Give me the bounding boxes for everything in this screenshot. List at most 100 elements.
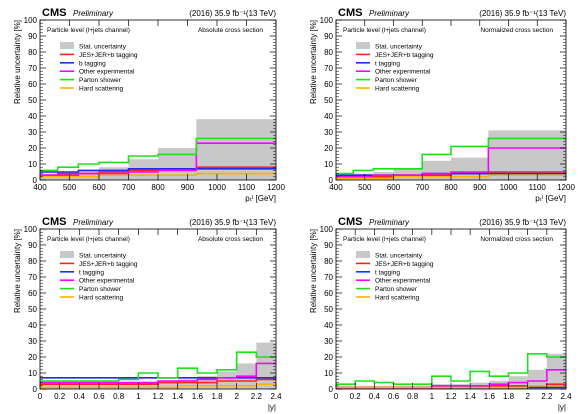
x-tick-label: 1.8 <box>503 392 515 401</box>
x-tick-label: 700 <box>416 183 430 192</box>
x-tick-label: 400 <box>33 183 47 192</box>
x-tick-label: 0.4 <box>74 392 86 401</box>
y-tick-label: 40 <box>324 321 333 330</box>
x-tick-label: 1.6 <box>192 392 204 401</box>
stat-bar <box>158 381 178 389</box>
y-tick-label: 10 <box>324 160 333 169</box>
x-tick-label: 2.4 <box>270 392 282 401</box>
y-tick-label: 30 <box>28 128 37 137</box>
x-tick-label: 2.2 <box>541 392 553 401</box>
y-tick-label: 0 <box>33 385 38 394</box>
series-line-ps <box>336 353 566 385</box>
legend-entry: t tagging <box>375 60 400 67</box>
x-tick-label: 1 <box>430 392 435 401</box>
legend-swatch-stat <box>60 42 74 49</box>
legend-entry: t tagging <box>375 269 400 276</box>
panel-4: 0 10 20 30 40 50 60 70 80 90 100 0 0.2 0.4 0.6 0.8 1 1.2 1… <box>309 216 572 412</box>
x-tick-label: 1000 <box>208 183 226 192</box>
series-line-hard <box>40 172 276 178</box>
x-axis-label: pₜˡ [GeV] <box>535 194 566 203</box>
series-line-other <box>40 362 276 384</box>
channel-label: Particle level (l+jets channel) <box>343 236 426 243</box>
series-line-hard <box>336 174 566 180</box>
x-tick-label: 1.4 <box>465 392 477 401</box>
y-tick-label: 30 <box>324 337 333 346</box>
y-tick-label: 80 <box>28 257 37 266</box>
x-tick-label: 2 <box>234 392 239 401</box>
y-tick-label: 60 <box>28 289 37 298</box>
panel-1: 0 10 20 30 40 50 60 70 80 90 100 400 500 600 700 800 900… <box>13 7 285 203</box>
plot-frame <box>335 228 567 390</box>
legend-entry: JES+JER+b tagging <box>79 52 138 59</box>
preliminary-label: Preliminary <box>369 218 410 227</box>
x-tick-label: 500 <box>63 183 77 192</box>
series-line-btag <box>40 168 276 173</box>
x-tick-label: 600 <box>92 183 106 192</box>
y-tick-label: 30 <box>28 337 37 346</box>
x-tick-label: 1.6 <box>484 392 496 401</box>
legend-entry: Parton shower <box>375 77 418 84</box>
x-tick-label: 1.8 <box>211 392 223 401</box>
luminosity-label: (2016) 35.9 fb⁻¹(13 TeV) <box>189 218 276 227</box>
y-tick-label: 50 <box>28 305 37 314</box>
legend-entry: Hard scattering <box>375 295 419 302</box>
cross-section-label: Absolute cross section <box>198 27 263 34</box>
legend-entry: Stat. uncertainty <box>375 253 423 260</box>
y-tick-label: 40 <box>324 112 333 121</box>
y-tick-label: 20 <box>28 144 37 153</box>
luminosity-label: (2016) 35.9 fb⁻¹(13 TeV) <box>479 9 566 18</box>
y-axis-label: Relative uncertainty [%] <box>309 229 318 313</box>
y-tick-label: 0 <box>329 176 334 185</box>
x-axis-label: |y| <box>558 403 566 412</box>
y-tick-label: 100 <box>320 225 334 234</box>
legend-entry: Other experimental <box>79 278 135 285</box>
legend-entry: JES+JER+b tagging <box>79 261 138 268</box>
x-tick-label: 1100 <box>529 183 547 192</box>
x-tick-label: 2.2 <box>251 392 263 401</box>
series-line-other <box>40 142 276 176</box>
y-tick-label: 10 <box>324 369 333 378</box>
luminosity-label: (2016) 35.9 fb⁻¹(13 TeV) <box>479 218 566 227</box>
y-tick-label: 90 <box>324 241 333 250</box>
stat-bar <box>256 342 276 389</box>
legend-entry: Hard scattering <box>375 86 419 93</box>
y-tick-label: 10 <box>28 160 37 169</box>
y-tick-label: 90 <box>324 32 333 41</box>
cross-section-label: Normalized cross section <box>480 27 553 34</box>
preliminary-label: Preliminary <box>73 218 114 227</box>
panel-3: 0 10 20 30 40 50 60 70 80 90 100 0 0.2 0.4 0.6 0.8 1 1.2 1… <box>13 216 282 412</box>
legend-entry: Hard scattering <box>79 86 123 93</box>
cross-section-label: Absolute cross section <box>198 236 263 243</box>
x-tick-label: 1.2 <box>152 392 164 401</box>
y-axis-label: Relative uncertainty [%] <box>13 20 22 104</box>
legend-entry: Stat. uncertainty <box>375 44 423 51</box>
x-tick-label: 1100 <box>238 183 256 192</box>
y-tick-label: 60 <box>324 80 333 89</box>
y-tick-label: 70 <box>324 273 333 282</box>
series-line-jes <box>40 378 276 385</box>
x-tick-label: 1 <box>136 392 141 401</box>
x-axis-label: |y| <box>268 403 276 412</box>
y-tick-label: 10 <box>28 369 37 378</box>
y-tick-label: 50 <box>28 96 37 105</box>
channel-label: Particle level (l+jets channel) <box>47 236 130 243</box>
y-tick-label: 20 <box>324 353 333 362</box>
x-tick-label: 800 <box>151 183 165 192</box>
y-tick-label: 0 <box>329 385 334 394</box>
legend-entry: Other experimental <box>375 69 431 76</box>
cms-label: CMS <box>42 216 66 228</box>
y-tick-label: 90 <box>28 32 37 41</box>
x-tick-label: 0.4 <box>369 392 381 401</box>
y-tick-label: 80 <box>28 48 37 57</box>
legend-entry: JES+JER+b tagging <box>375 52 434 59</box>
legend-entry: Other experimental <box>79 69 135 76</box>
legend-entry: Parton shower <box>79 286 122 293</box>
y-tick-label: 20 <box>28 353 37 362</box>
stat-bar <box>177 379 198 389</box>
stat-bar <box>78 170 99 180</box>
legend-entry: Stat. uncertainty <box>79 253 127 260</box>
x-tick-label: 900 <box>181 183 195 192</box>
x-tick-label: 800 <box>444 183 458 192</box>
stat-bar <box>196 119 276 180</box>
y-tick-label: 20 <box>324 144 333 153</box>
